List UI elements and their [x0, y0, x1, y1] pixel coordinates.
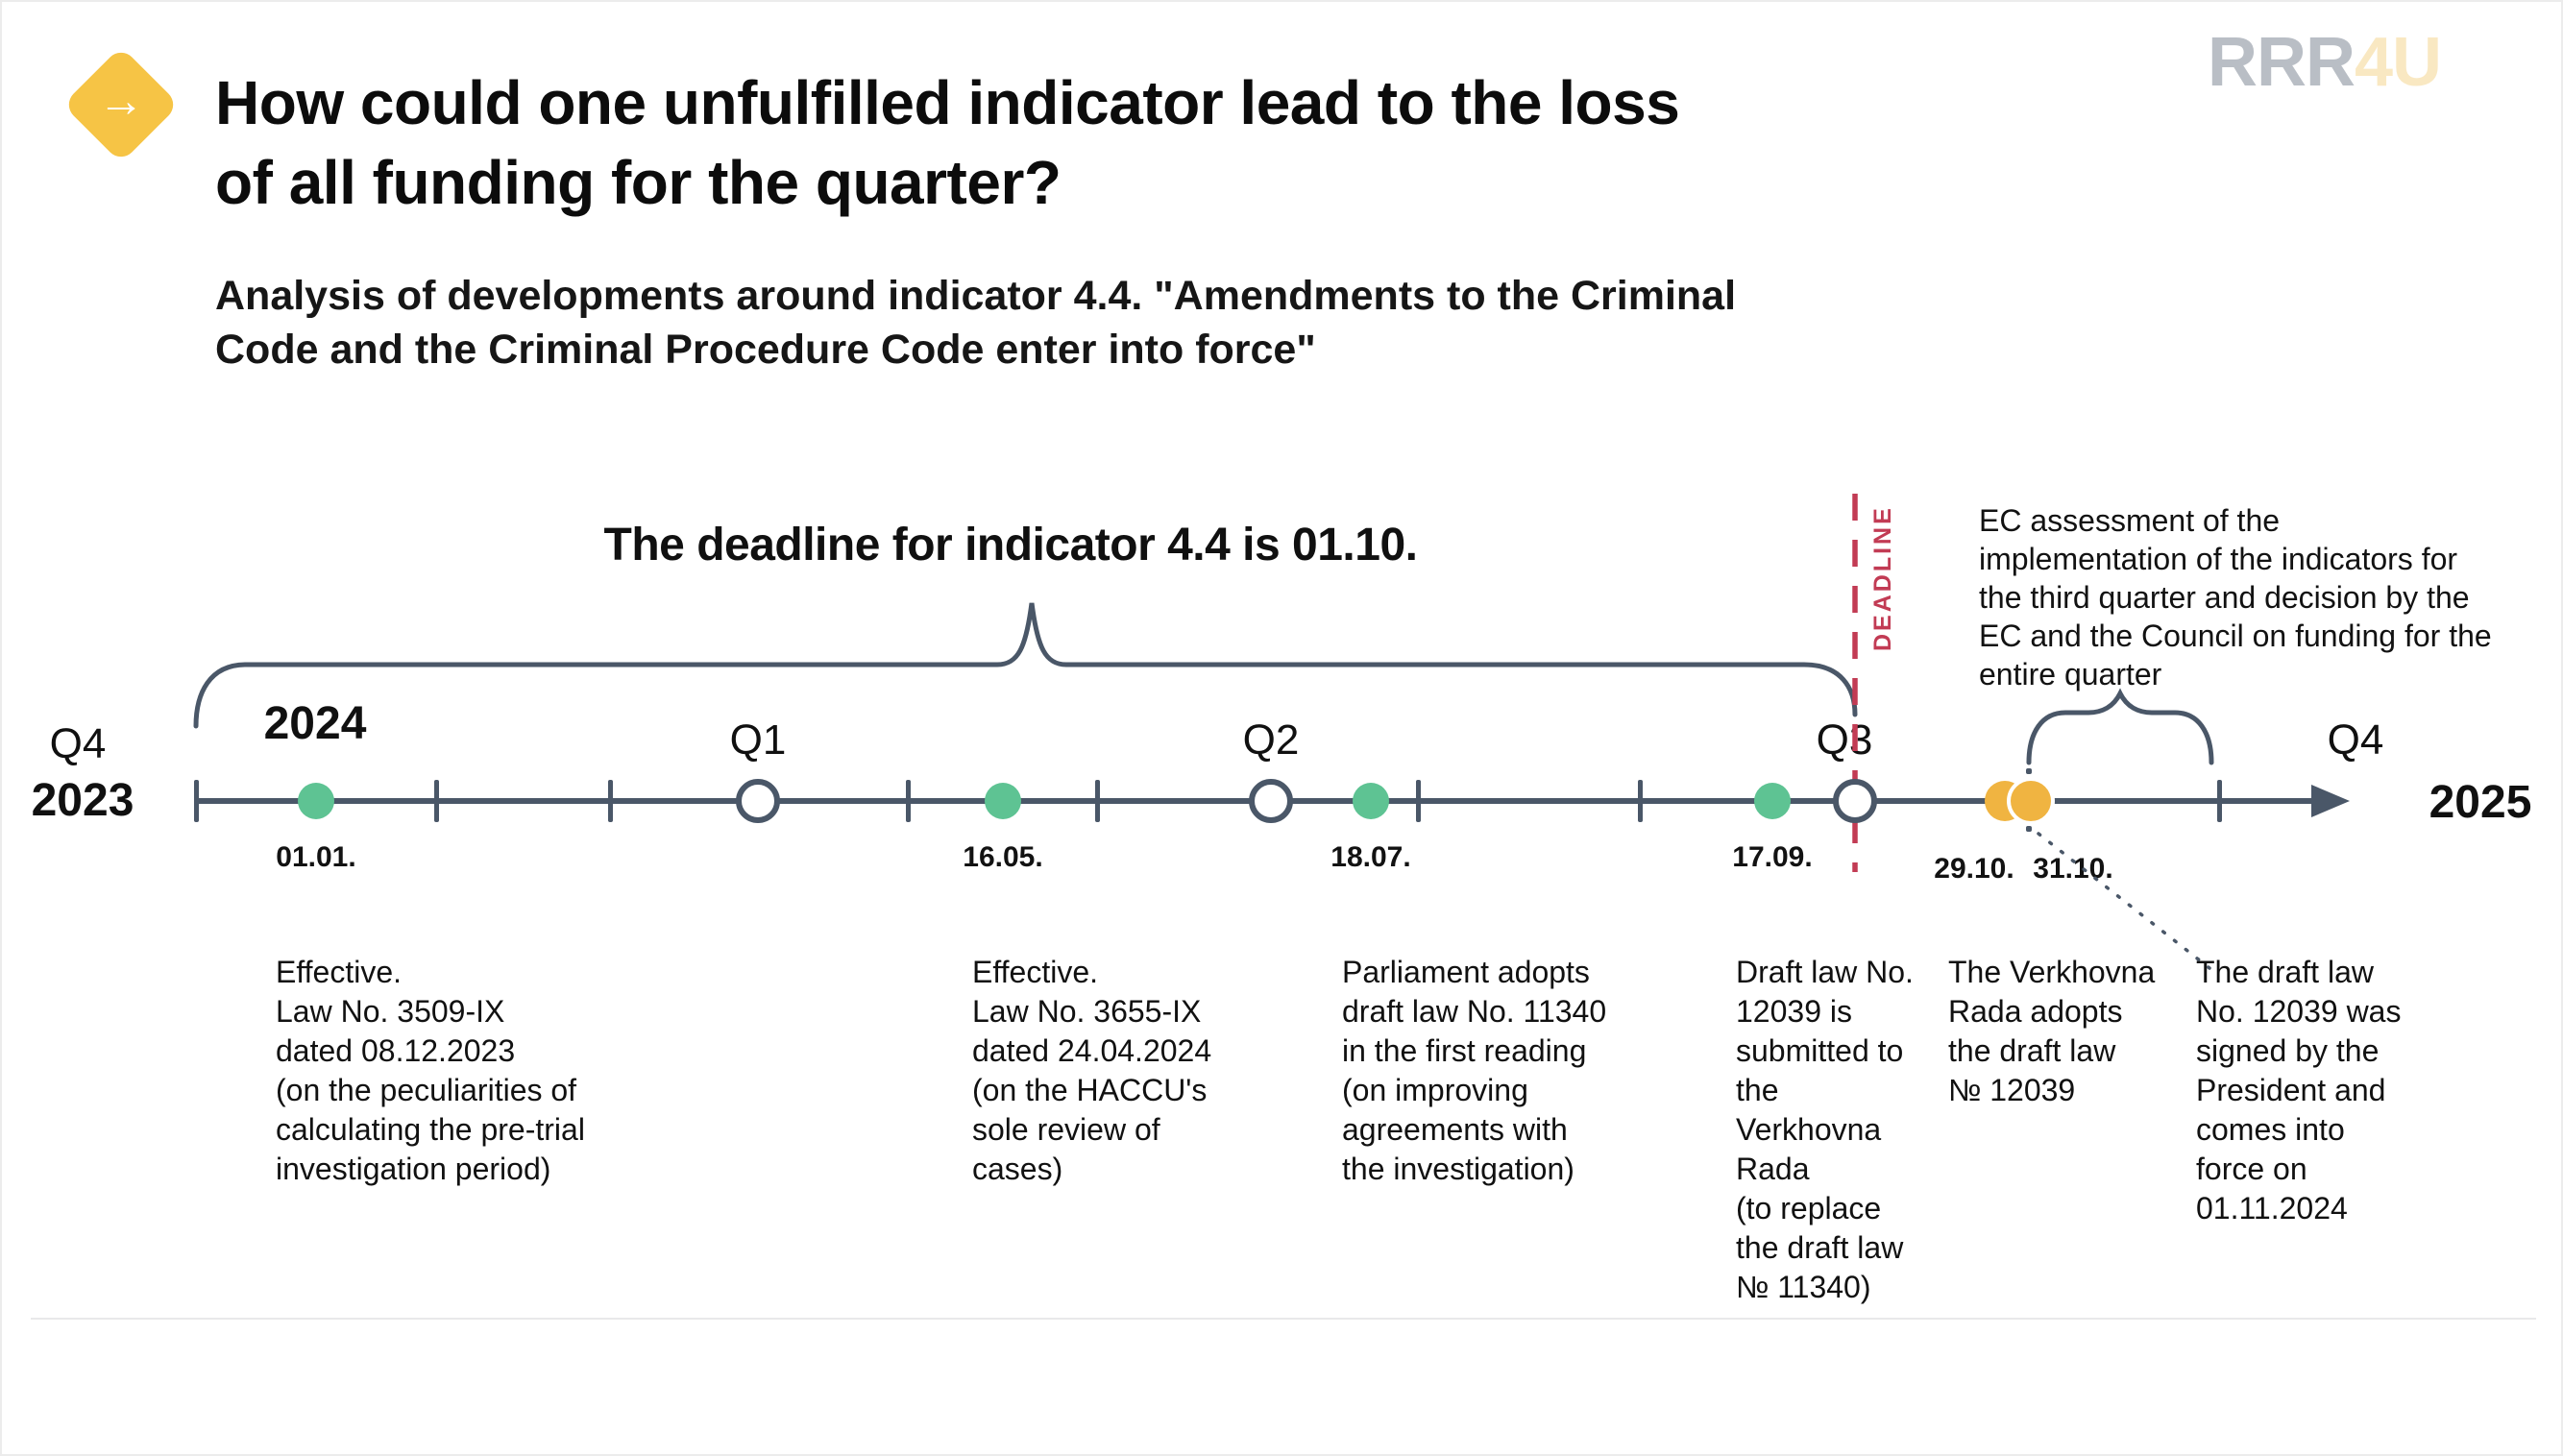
event-description: Draft law No. 12039 is submitted to the … — [1736, 955, 1914, 1304]
event-dot-orange-3110 — [2007, 777, 2055, 825]
date-label: 29.10. — [1934, 853, 2014, 885]
big-brace — [193, 602, 1858, 729]
month-tick — [434, 780, 439, 822]
month-tick — [2217, 780, 2222, 822]
quarter-circle-q1 — [736, 779, 780, 823]
deadline-vertical-label: DEADLINE — [1869, 505, 1896, 651]
leader-dot-bottom — [2026, 826, 2032, 832]
event-description: Effective. Law No. 3655-IX dated 24.04.2… — [972, 955, 1212, 1186]
event-dot-green-0101 — [298, 783, 334, 819]
label-q3: Q3 — [1816, 716, 1873, 764]
event-dot-green-1807 — [1353, 783, 1389, 819]
ec-assessment-note: EC assessment of the implementation of t… — [1979, 503, 2492, 692]
timeline-arrowhead — [2311, 785, 2350, 817]
rrr4u-logo-accent: 4U — [2355, 24, 2442, 101]
date-label: 01.01. — [276, 841, 356, 873]
label-right-quarter: Q4 — [2327, 716, 2384, 764]
small-brace — [2026, 688, 2214, 765]
quarter-circle-q2 — [1249, 779, 1293, 823]
label-left-quarter: Q4 — [49, 720, 107, 767]
label-q2: Q2 — [1242, 716, 1300, 764]
event-dot-green-1709 — [1754, 783, 1791, 819]
month-tick — [1638, 780, 1643, 822]
deadline-headline: The deadline for indicator 4.4 is 01.10. — [603, 520, 1418, 570]
rrr4u-logo: RRR4U — [2208, 23, 2442, 102]
date-label: 17.09. — [1732, 841, 1813, 873]
footer-divider — [31, 1318, 2536, 1320]
event-description: The draft law No. 12039 was signed by th… — [2196, 955, 2402, 1225]
label-right-year: 2025 — [2429, 777, 2532, 828]
page-subtitle: Analysis of developments around indicato… — [215, 273, 1737, 373]
label-year-2024: 2024 — [263, 698, 367, 749]
event-description: The Verkhovna Rada adopts the draft law … — [1948, 955, 2156, 1107]
leader-dot-top — [2026, 768, 2032, 774]
event-description: Parliament adopts draft law No. 11340 in… — [1342, 955, 1607, 1186]
quarter-circle-q3 — [1833, 779, 1877, 823]
label-q1: Q1 — [729, 716, 787, 764]
event-description: Effective. Law No. 3509-IX dated 08.12.2… — [276, 955, 585, 1186]
month-tick — [608, 780, 613, 822]
rrr4u-logo-gray: RRR — [2208, 24, 2356, 101]
event-dot-green-1605 — [985, 783, 1021, 819]
month-tick — [194, 780, 199, 822]
month-tick — [1416, 780, 1421, 822]
month-tick — [906, 780, 911, 822]
footer-partner-logos: AiA Institute of Analytics and Advocacy … — [2, 1319, 2561, 1454]
page-title: How could one unfulfilled indicator lead… — [215, 68, 1680, 217]
label-left-year: 2023 — [31, 775, 134, 826]
date-label: 31.10. — [2033, 853, 2113, 885]
arrow-right-icon: → — [98, 75, 144, 127]
month-tick — [1095, 780, 1100, 822]
date-label: 18.07. — [1330, 841, 1411, 873]
date-label: 16.05. — [963, 841, 1043, 873]
